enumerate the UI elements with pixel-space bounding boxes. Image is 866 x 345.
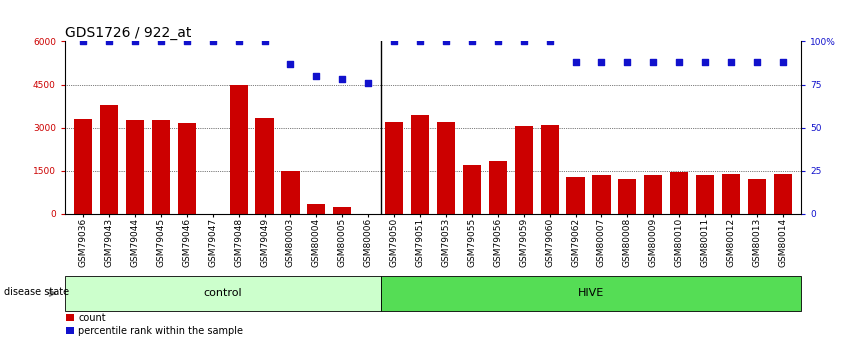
Point <box>257 39 271 44</box>
Bar <box>65 276 381 310</box>
Point <box>309 73 323 79</box>
Bar <box>126 120 144 214</box>
Point <box>646 59 660 65</box>
Bar <box>540 125 559 214</box>
Point <box>698 59 712 65</box>
Point <box>620 59 634 65</box>
Point <box>76 39 90 44</box>
Point <box>283 61 297 67</box>
Point <box>491 39 505 44</box>
Bar <box>592 175 611 214</box>
Point <box>413 39 427 44</box>
Bar <box>100 105 118 214</box>
Bar <box>74 119 92 214</box>
Legend: count, percentile rank within the sample: count, percentile rank within the sample <box>66 312 244 337</box>
Bar <box>307 204 326 214</box>
Bar <box>436 122 455 214</box>
Point <box>750 59 764 65</box>
Point <box>335 77 349 82</box>
Bar <box>281 171 300 214</box>
Point <box>517 39 531 44</box>
Bar <box>462 165 481 214</box>
Point <box>102 39 116 44</box>
Point <box>543 39 557 44</box>
Point <box>387 39 401 44</box>
Point <box>569 59 583 65</box>
Point <box>724 59 738 65</box>
Bar <box>748 179 766 214</box>
Point <box>128 39 142 44</box>
Point <box>154 39 168 44</box>
Bar <box>333 207 352 214</box>
Bar <box>722 174 740 214</box>
Point <box>776 59 790 65</box>
Bar <box>514 126 533 214</box>
Bar <box>696 175 714 214</box>
Point <box>595 59 609 65</box>
Bar <box>381 276 801 310</box>
Text: GDS1726 / 922_at: GDS1726 / 922_at <box>65 26 191 40</box>
Point <box>465 39 479 44</box>
Text: disease state: disease state <box>4 287 69 296</box>
Bar <box>385 122 404 214</box>
Point <box>180 39 194 44</box>
Bar <box>670 172 688 214</box>
Bar <box>411 115 430 214</box>
Bar <box>644 175 662 214</box>
Point <box>439 39 453 44</box>
Point <box>206 39 220 44</box>
Bar <box>774 174 792 214</box>
Bar <box>488 161 507 214</box>
Point <box>232 39 246 44</box>
Text: control: control <box>204 288 242 298</box>
Text: HIVE: HIVE <box>578 288 604 298</box>
Bar <box>178 123 196 214</box>
Point <box>361 80 375 86</box>
Bar <box>566 177 585 214</box>
Bar <box>229 85 248 214</box>
Bar <box>255 118 274 214</box>
Bar <box>152 120 170 214</box>
Point <box>672 59 686 65</box>
Bar <box>618 179 637 214</box>
